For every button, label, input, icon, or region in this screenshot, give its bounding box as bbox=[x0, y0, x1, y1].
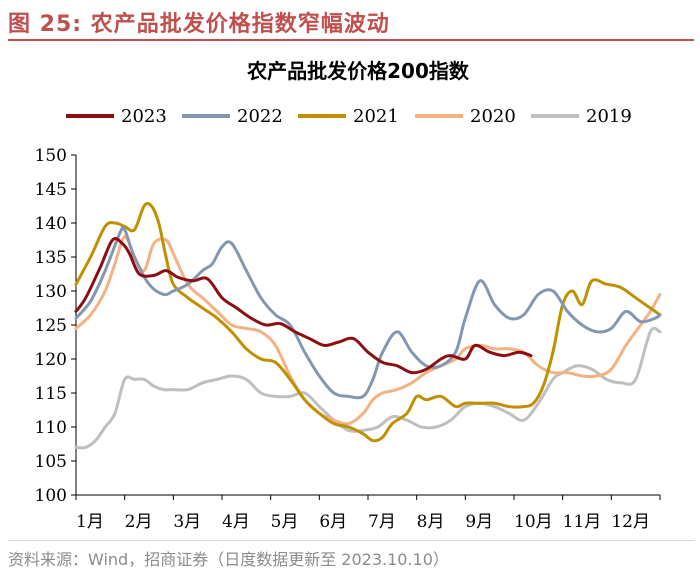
y-tick-label: 125 bbox=[35, 316, 67, 336]
series-line-2020 bbox=[74, 235, 662, 426]
x-tick-label: 1月 bbox=[76, 512, 104, 532]
y-tick-label: 150 bbox=[35, 146, 67, 166]
series-group bbox=[74, 201, 662, 450]
legend-label-2022: 2022 bbox=[237, 106, 283, 127]
y-tick-label: 140 bbox=[35, 214, 67, 234]
legend-label-2020: 2020 bbox=[470, 106, 516, 127]
y-tick-label: 115 bbox=[35, 384, 67, 404]
legend-label-2019: 2019 bbox=[586, 106, 632, 127]
source-note: 资料来源：Wind，招商证券（日度数据更新至 2023.10.10） bbox=[8, 550, 449, 569]
figure-header: 图 25: 农产品批发价格指数窄幅波动 bbox=[8, 4, 694, 41]
header-rule bbox=[8, 39, 694, 41]
chart-title: 农产品批发价格200指数 bbox=[246, 59, 470, 83]
x-tick-label: 12月 bbox=[611, 512, 650, 532]
line-chart: 农产品批发价格200指数 2023 2022 2021 2020 2019 100 105… bbox=[35, 59, 662, 532]
x-tick-label: 2月 bbox=[125, 512, 153, 532]
x-tick-label: 3月 bbox=[173, 512, 201, 532]
x-tick-label: 8月 bbox=[417, 512, 445, 532]
x-tick-label: 4月 bbox=[222, 512, 250, 532]
y-tick-label: 100 bbox=[35, 486, 67, 506]
legend: 2023 2022 2021 2020 2019 bbox=[66, 106, 632, 127]
y-tick-label: 145 bbox=[35, 180, 67, 200]
legend-label-2021: 2021 bbox=[353, 106, 399, 127]
x-tick-label: 6月 bbox=[319, 512, 347, 532]
y-tick-label: 130 bbox=[35, 282, 67, 302]
y-tick-label: 135 bbox=[35, 248, 67, 268]
axes: 100 105 110 115 120 125 130 135 140 145 150 1月 2月 3月 4… bbox=[35, 146, 661, 532]
x-tick-label: 11月 bbox=[563, 512, 602, 532]
series-line-2022 bbox=[74, 225, 662, 400]
series-line-2023 bbox=[74, 237, 533, 375]
legend-label-2023: 2023 bbox=[121, 106, 167, 127]
source-rule bbox=[8, 540, 694, 541]
x-tick-label: 10月 bbox=[514, 512, 553, 532]
y-tick-label: 120 bbox=[35, 350, 67, 370]
figure-title: 图 25: 农产品批发价格指数窄幅波动 bbox=[8, 12, 390, 37]
y-tick-label: 105 bbox=[35, 452, 67, 472]
x-tick-label: 7月 bbox=[368, 512, 396, 532]
x-tick-label: 5月 bbox=[271, 512, 299, 532]
x-tick-label: 9月 bbox=[465, 512, 493, 532]
y-tick-label: 110 bbox=[35, 418, 67, 438]
